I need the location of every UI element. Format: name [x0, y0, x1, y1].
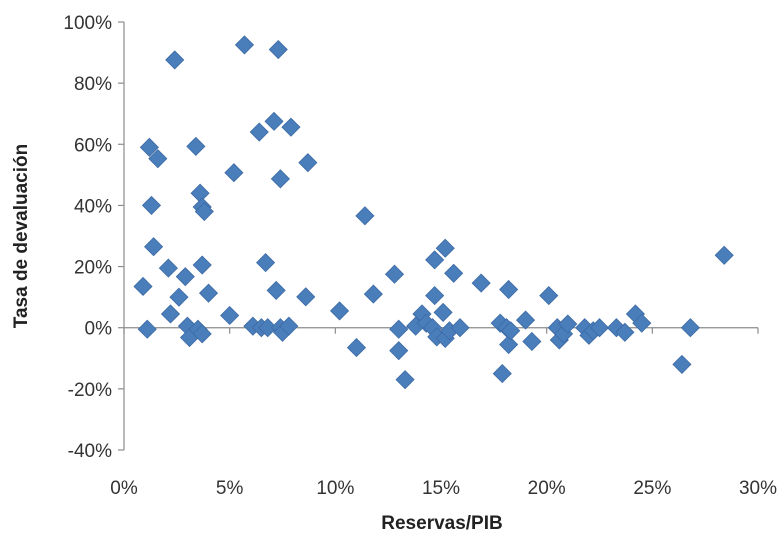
y-tick-label: 60%	[74, 135, 112, 156]
data-point	[281, 117, 301, 137]
data-point	[148, 149, 168, 169]
data-point	[492, 364, 512, 384]
axes	[118, 21, 759, 451]
data-point	[190, 183, 210, 203]
data-point	[198, 283, 219, 303]
data-point	[133, 276, 153, 297]
data-point	[169, 287, 189, 307]
data-point	[450, 318, 470, 338]
y-tick-label: 80%	[74, 74, 112, 95]
data-point	[141, 195, 162, 215]
y-axis-title: Tasa de devaluación	[11, 144, 32, 328]
y-tick-label: -20%	[68, 380, 112, 401]
data-point	[346, 338, 367, 358]
data-point	[194, 201, 214, 222]
y-axis-tick-labels: -40% -20% 0% 20% 40% 60% 80% 100%	[63, 13, 112, 462]
data-point	[137, 319, 157, 339]
data-points	[133, 35, 734, 390]
data-point	[515, 310, 536, 330]
data-point	[589, 318, 610, 338]
data-point	[192, 255, 212, 275]
data-point	[258, 318, 278, 338]
data-point	[558, 314, 578, 334]
x-tick-label: 20%	[528, 478, 566, 499]
data-point	[433, 302, 453, 322]
y-tick-label: 100%	[63, 13, 112, 34]
data-point	[615, 322, 635, 342]
data-point	[266, 280, 286, 300]
data-point	[680, 318, 700, 338]
data-point	[298, 153, 318, 173]
x-tick-label: 5%	[216, 478, 244, 499]
data-point	[175, 267, 195, 287]
data-point	[632, 313, 652, 333]
x-tick-label: 0%	[110, 478, 138, 499]
data-point	[234, 35, 255, 55]
data-point	[499, 334, 519, 355]
data-point	[395, 370, 415, 390]
data-point	[355, 206, 375, 226]
data-point	[471, 273, 491, 293]
data-point	[389, 341, 409, 361]
data-point	[158, 258, 178, 278]
data-point	[672, 354, 692, 374]
data-point	[499, 279, 519, 300]
data-point	[139, 137, 159, 157]
data-point	[279, 316, 299, 336]
data-point	[270, 169, 290, 189]
x-tick-label: 10%	[316, 478, 354, 499]
data-point	[425, 286, 445, 306]
data-point	[165, 50, 185, 70]
data-point	[329, 301, 350, 321]
data-point	[256, 253, 276, 273]
data-point	[384, 264, 405, 284]
data-point	[144, 237, 164, 257]
data-point	[296, 287, 316, 307]
data-point	[444, 263, 464, 283]
data-point	[425, 250, 445, 270]
data-point	[224, 163, 244, 183]
data-point	[264, 111, 284, 131]
data-point	[363, 284, 383, 304]
x-axis-title: Reservas/PIB	[381, 513, 502, 534]
data-point	[268, 39, 288, 60]
data-point	[714, 245, 734, 265]
y-tick-label: 40%	[74, 196, 112, 217]
data-point	[435, 238, 455, 258]
x-axis-tick-labels: 0% 5% 10% 15% 20% 25% 30%	[110, 478, 777, 499]
x-tick-label: 25%	[633, 478, 671, 499]
data-point	[192, 324, 212, 344]
x-tick-label: 30%	[739, 478, 777, 499]
data-point	[220, 305, 240, 326]
y-tick-label: 20%	[74, 258, 112, 279]
data-point	[160, 304, 181, 324]
y-tick-label: 0%	[85, 319, 113, 340]
data-point	[539, 286, 559, 306]
data-point	[522, 331, 542, 352]
data-point	[249, 122, 269, 142]
x-tick-label: 15%	[422, 478, 460, 499]
data-point	[389, 319, 409, 339]
data-point	[501, 321, 521, 341]
y-tick-label: -40%	[68, 441, 112, 462]
data-point	[186, 136, 206, 156]
